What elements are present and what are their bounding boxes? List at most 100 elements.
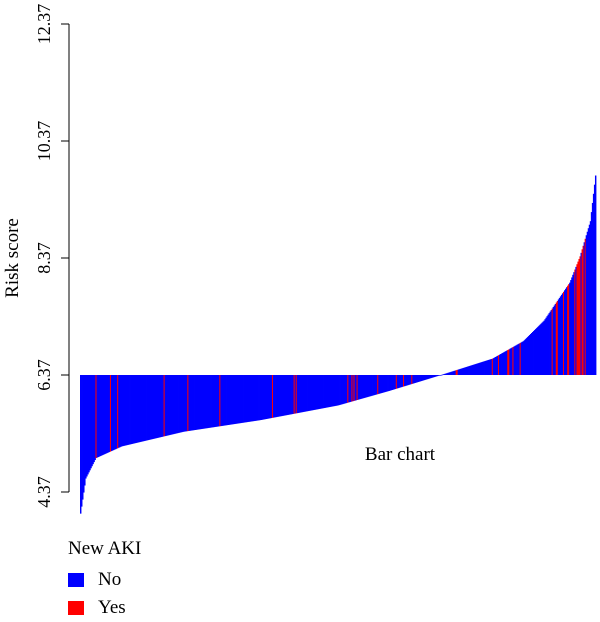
bar xyxy=(536,327,538,375)
legend-label-no: No xyxy=(98,569,122,590)
bar xyxy=(316,375,318,410)
bar xyxy=(361,375,364,399)
chart-annotation: Bar chart xyxy=(365,444,436,465)
bar xyxy=(389,375,392,391)
bar xyxy=(153,375,155,439)
bar xyxy=(470,365,472,375)
bar xyxy=(351,375,353,402)
bar xyxy=(279,375,281,417)
bar xyxy=(580,252,582,375)
bar xyxy=(439,375,441,376)
bar xyxy=(220,375,222,427)
bar xyxy=(108,375,111,452)
bar xyxy=(460,368,463,375)
bar xyxy=(350,375,352,402)
bar xyxy=(336,375,339,406)
bar xyxy=(231,375,234,425)
bar xyxy=(268,375,271,419)
bar xyxy=(516,344,518,375)
bar xyxy=(404,375,406,387)
bar xyxy=(85,375,87,479)
bar xyxy=(508,349,510,375)
bar xyxy=(423,375,426,381)
bar xyxy=(492,358,495,375)
bar xyxy=(151,375,153,440)
bar xyxy=(481,361,483,375)
bar xyxy=(302,375,305,412)
legend-item-no: No xyxy=(68,566,141,594)
bar xyxy=(170,375,173,435)
bar xyxy=(182,375,184,432)
bar xyxy=(487,359,490,375)
bar xyxy=(299,375,302,413)
bar xyxy=(581,249,583,375)
bar xyxy=(315,375,317,410)
bar xyxy=(127,375,129,445)
bar xyxy=(271,375,274,418)
bar xyxy=(541,322,543,375)
bar xyxy=(426,375,429,380)
bar xyxy=(545,317,547,375)
bar xyxy=(369,375,372,397)
bar xyxy=(141,375,144,442)
bar xyxy=(139,375,142,442)
bar xyxy=(478,362,480,375)
bar xyxy=(401,375,404,387)
bar xyxy=(574,269,576,375)
bar xyxy=(572,274,574,375)
bar xyxy=(111,375,114,451)
legend: New AKI No Yes xyxy=(68,538,141,622)
bar xyxy=(234,375,237,424)
bar xyxy=(290,375,292,415)
bar xyxy=(331,375,334,407)
bar xyxy=(565,288,567,375)
bar xyxy=(275,375,277,418)
bar xyxy=(457,369,460,375)
bar xyxy=(259,375,261,421)
bar xyxy=(324,375,327,408)
bar xyxy=(115,375,117,450)
bar xyxy=(219,375,221,427)
bar xyxy=(589,221,592,375)
bar xyxy=(101,375,104,456)
bar xyxy=(360,375,363,399)
bar xyxy=(104,375,107,454)
bar xyxy=(293,375,296,414)
bar xyxy=(455,370,458,375)
bar xyxy=(188,375,190,431)
bar xyxy=(97,375,99,458)
bar xyxy=(300,375,303,413)
bar xyxy=(92,375,94,465)
bar xyxy=(265,375,268,419)
bar xyxy=(411,375,413,384)
bar xyxy=(347,375,349,403)
bar xyxy=(253,375,255,422)
bar xyxy=(468,366,470,375)
bar xyxy=(86,375,88,477)
bar xyxy=(247,375,249,423)
bar xyxy=(323,375,325,409)
bar xyxy=(243,375,245,423)
bar xyxy=(417,375,419,383)
bar xyxy=(511,347,513,375)
bar xyxy=(378,375,380,394)
y-tick-label: 10.37 xyxy=(34,121,54,162)
bar xyxy=(390,375,393,391)
bar xyxy=(326,375,329,408)
bar xyxy=(583,242,586,375)
bar xyxy=(432,375,435,378)
bar xyxy=(392,375,395,390)
bar xyxy=(427,375,430,379)
bar xyxy=(462,367,465,375)
bar xyxy=(199,375,202,430)
bar xyxy=(524,339,527,375)
bar xyxy=(485,360,488,375)
bar xyxy=(321,375,323,409)
bar xyxy=(519,342,522,375)
bar xyxy=(510,348,512,375)
bar xyxy=(354,375,356,401)
bar xyxy=(409,375,411,385)
bar xyxy=(461,368,464,375)
bar xyxy=(456,369,459,375)
bar xyxy=(282,375,284,416)
